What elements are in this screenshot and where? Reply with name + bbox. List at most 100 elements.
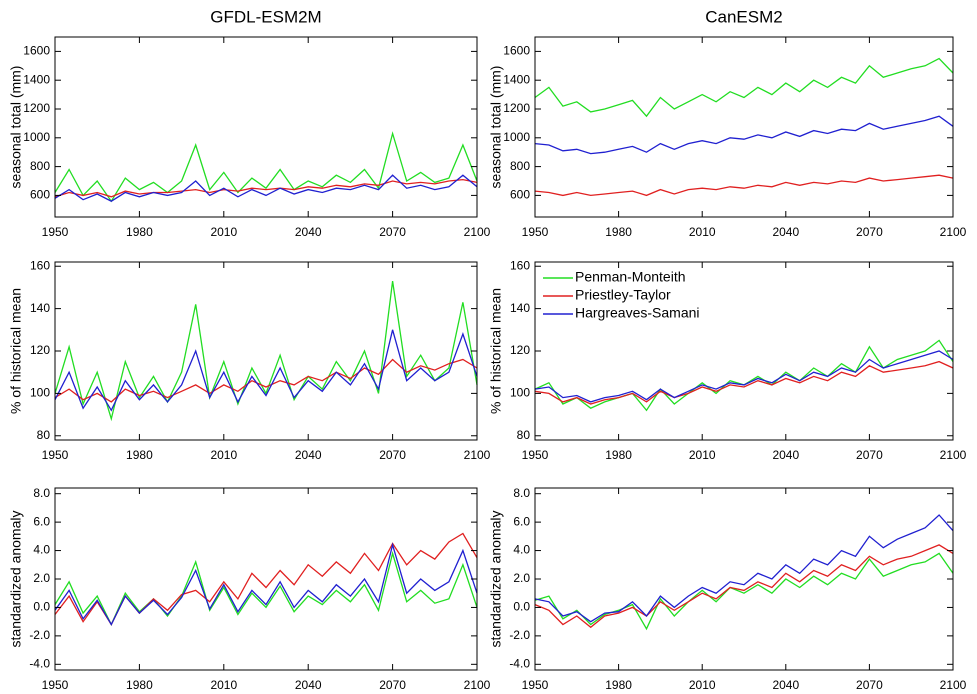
x-tick-label: 1950 (42, 225, 69, 239)
x-tick-label: 2010 (210, 225, 237, 239)
plot-frame (534, 487, 954, 671)
plot-frame (54, 36, 478, 218)
y-tick-label: 140 (510, 301, 530, 315)
series-line (54, 174, 478, 202)
x-tick-label: 2010 (689, 678, 716, 692)
y-tick-label: 8.0 (513, 486, 530, 500)
x-tick-label: 2010 (689, 448, 716, 462)
plot-frame (534, 36, 954, 218)
y-axis-label: seasonal total (mm) (8, 66, 24, 189)
y-tick-label: 1600 (503, 44, 530, 58)
series-line (54, 178, 478, 198)
y-tick-label: 6.0 (513, 514, 530, 528)
x-tick-label: 1950 (522, 225, 549, 239)
legend-label: Hargreaves-Samani (575, 305, 700, 321)
series-line (534, 544, 954, 629)
x-tick-label: 2040 (295, 225, 322, 239)
y-tick-label: 1200 (503, 101, 530, 115)
x-tick-label: 2040 (772, 678, 799, 692)
y-tick-label: -4.0 (509, 656, 530, 670)
y-tick-label: 140 (30, 301, 50, 315)
y-tick-label: 100 (510, 386, 530, 400)
y-tick-label: 4.0 (513, 543, 530, 557)
series-line (54, 550, 478, 627)
x-tick-label: 2070 (856, 678, 883, 692)
x-tick-label: 1980 (126, 448, 153, 462)
x-tick-label: 1980 (605, 448, 632, 462)
series-line (534, 115, 954, 155)
x-tick-label: 1950 (42, 448, 69, 462)
y-tick-label: -2.0 (509, 628, 530, 642)
x-tick-label: 2040 (295, 678, 322, 692)
y-tick-label: 1000 (503, 130, 530, 144)
x-tick-label: 1980 (605, 678, 632, 692)
panel-title: GFDL-ESM2M (210, 7, 321, 26)
y-tick-label: 80 (37, 428, 51, 442)
x-tick-label: 2070 (856, 225, 883, 239)
series-line (534, 350, 954, 403)
x-tick-label: 2070 (379, 225, 406, 239)
plot-frame (54, 487, 478, 671)
legend-label: Penman-Monteith (575, 269, 686, 285)
series-line (534, 174, 954, 197)
y-tick-label: 1400 (23, 72, 50, 86)
y-tick-label: 100 (30, 386, 50, 400)
series-line (534, 514, 954, 623)
x-tick-label: 1950 (522, 678, 549, 692)
x-tick-label: 2010 (210, 678, 237, 692)
y-tick-label: 1200 (23, 101, 50, 115)
x-tick-label: 2010 (210, 448, 237, 462)
legend-label: Priestley-Taylor (575, 287, 671, 303)
y-tick-label: -2.0 (29, 628, 50, 642)
series-line (54, 281, 478, 422)
y-tick-label: 2.0 (513, 571, 530, 585)
x-tick-label: 1980 (126, 225, 153, 239)
series-line (54, 131, 478, 203)
series-line (54, 329, 478, 412)
y-tick-label: 6.0 (33, 514, 50, 528)
y-tick-label: 4.0 (33, 543, 50, 557)
x-tick-label: 2100 (464, 225, 491, 239)
y-tick-label: 8.0 (33, 486, 50, 500)
x-tick-label: 2070 (379, 448, 406, 462)
x-tick-label: 2010 (689, 225, 716, 239)
x-tick-label: 1950 (42, 678, 69, 692)
y-axis-label: standardized anomaly (488, 511, 504, 648)
y-axis-label: standardized anomaly (8, 511, 24, 648)
plot-frame (54, 261, 478, 441)
y-tick-label: 800 (510, 159, 530, 173)
x-tick-label: 2100 (940, 678, 967, 692)
y-tick-label: 1600 (23, 44, 50, 58)
y-tick-label: 600 (510, 188, 530, 202)
x-tick-label: 1980 (605, 225, 632, 239)
y-tick-label: 0.0 (33, 600, 50, 614)
series-line (54, 358, 478, 403)
y-tick-label: 2.0 (33, 571, 50, 585)
y-axis-label: % of historical mean (488, 288, 504, 414)
x-tick-label: 2070 (856, 448, 883, 462)
x-tick-label: 1980 (126, 678, 153, 692)
x-tick-label: 2070 (379, 678, 406, 692)
x-tick-label: 2040 (295, 448, 322, 462)
series-line (534, 360, 954, 405)
y-tick-label: 80 (517, 428, 531, 442)
y-axis-label: seasonal total (mm) (488, 66, 504, 189)
x-tick-label: 2100 (464, 678, 491, 692)
series-line (534, 552, 954, 631)
y-tick-label: 1400 (503, 72, 530, 86)
series-line (54, 542, 478, 626)
y-axis-label: % of historical mean (8, 288, 24, 414)
series-line (534, 57, 954, 118)
panel-title: CanESM2 (705, 7, 782, 26)
x-tick-label: 2100 (940, 448, 967, 462)
x-tick-label: 2040 (772, 448, 799, 462)
y-tick-label: 600 (30, 188, 50, 202)
y-tick-label: 800 (30, 159, 50, 173)
x-tick-label: 1950 (522, 448, 549, 462)
x-tick-label: 2040 (772, 225, 799, 239)
y-tick-label: 0.0 (513, 600, 530, 614)
y-tick-label: 1000 (23, 130, 50, 144)
y-tick-label: 120 (30, 343, 50, 357)
y-tick-label: 120 (510, 343, 530, 357)
